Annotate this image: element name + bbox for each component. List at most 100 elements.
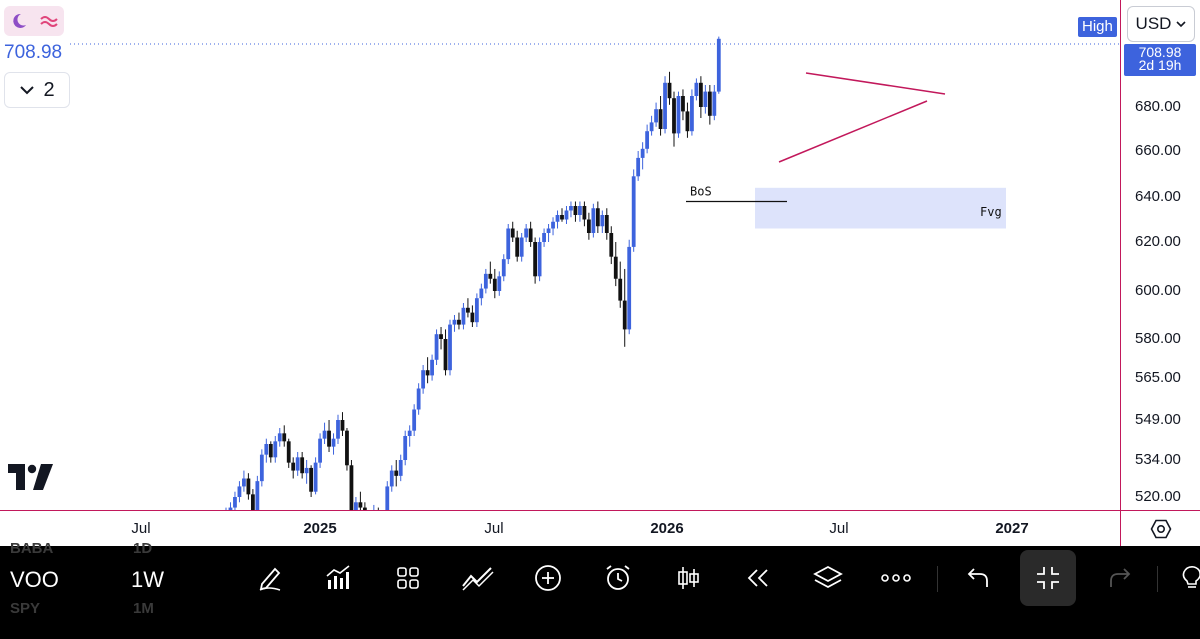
price-tick-label: 680.00 xyxy=(1135,98,1181,115)
candle xyxy=(259,454,264,482)
candle xyxy=(519,237,524,257)
chevron-down-icon xyxy=(20,86,35,95)
candle xyxy=(551,221,555,229)
candle xyxy=(667,82,672,99)
candle xyxy=(286,441,291,463)
candle xyxy=(483,273,488,289)
chart-area[interactable]: BoS Fvg xyxy=(0,0,1120,510)
alert-button[interactable] xyxy=(598,558,638,598)
object-tree-button[interactable] xyxy=(808,558,848,598)
candle xyxy=(618,278,623,301)
candle xyxy=(439,334,443,339)
candle xyxy=(358,502,363,508)
ideas-button[interactable] xyxy=(1172,558,1200,598)
timeframe-picker[interactable]: 1W xyxy=(131,567,164,592)
draw-tool-button[interactable] xyxy=(250,558,290,598)
candle xyxy=(676,96,681,134)
redo-button[interactable] xyxy=(1100,558,1140,598)
candle xyxy=(716,38,721,92)
ghost-symbol-above: BABA xyxy=(10,540,54,557)
moon-toggle-button[interactable] xyxy=(4,6,34,36)
candle xyxy=(457,319,461,325)
time-tick-label: 2026 xyxy=(650,520,684,537)
fvg-zone xyxy=(755,187,1006,229)
toolbar-divider xyxy=(937,566,938,592)
price-tick-label: 600.00 xyxy=(1135,282,1181,299)
more-button[interactable] xyxy=(876,558,916,598)
candle xyxy=(685,111,690,132)
add-button[interactable] xyxy=(528,558,568,598)
candle xyxy=(448,324,452,371)
candle xyxy=(537,242,542,277)
wave-icon xyxy=(40,16,58,27)
candle xyxy=(309,467,314,492)
currency-label: USD xyxy=(1135,14,1172,33)
candle xyxy=(277,433,282,442)
moon-icon xyxy=(13,13,26,28)
time-tick-label: 2025 xyxy=(303,520,337,537)
candle xyxy=(703,91,708,107)
candle xyxy=(304,467,309,474)
candle xyxy=(569,206,573,211)
redo-icon xyxy=(1110,568,1131,587)
triangle-upper-line xyxy=(805,72,946,95)
rewind-icon xyxy=(747,569,768,587)
candle xyxy=(412,409,417,431)
fullscreen-button[interactable] xyxy=(1020,550,1076,606)
indicator-badges xyxy=(4,6,64,36)
tradingview-logo-icon xyxy=(8,464,53,490)
candle xyxy=(470,312,475,323)
candle xyxy=(510,228,515,238)
candle xyxy=(336,420,340,439)
candle xyxy=(362,507,367,510)
candle xyxy=(542,233,546,242)
currency-selector[interactable]: USD xyxy=(1127,6,1195,42)
chart-settings-button[interactable] xyxy=(1120,510,1200,546)
time-tick-label: Jul xyxy=(131,520,151,537)
current-price-tag: 708.98 2d 19h xyxy=(1124,44,1196,76)
last-price: 708.98 xyxy=(4,42,63,63)
toolbar-divider xyxy=(1157,566,1158,592)
layouts-button[interactable] xyxy=(388,558,428,598)
candle xyxy=(488,273,493,279)
candle xyxy=(237,486,242,497)
price-axis[interactable]: 520.00 534.00 549.00 565.00 580.00 600.00 620.… xyxy=(1120,0,1200,510)
candle xyxy=(255,481,260,510)
grid-icon xyxy=(397,567,419,589)
time-tick-label: Jul xyxy=(829,520,849,537)
interval-collapse-button[interactable]: 2 xyxy=(4,72,70,108)
price-tag-countdown: 2d 19h xyxy=(1138,57,1182,73)
candle xyxy=(250,494,255,510)
candle xyxy=(694,82,699,96)
time-axis[interactable]: Jul 2025 Jul 2026 Jul 2027 xyxy=(0,510,1120,546)
candle xyxy=(416,388,421,410)
candle xyxy=(681,96,685,112)
symbol-picker[interactable]: VOO xyxy=(10,567,59,592)
wave-toggle-button[interactable] xyxy=(34,6,64,36)
tradingview-logo[interactable] xyxy=(8,464,54,495)
chevron-down-icon xyxy=(1176,20,1187,27)
candle xyxy=(474,298,479,323)
replay-button[interactable] xyxy=(738,558,778,598)
candle xyxy=(300,457,305,474)
candle xyxy=(479,288,484,299)
price-tick-label: 660.00 xyxy=(1135,142,1181,159)
time-tick-label: 2027 xyxy=(995,520,1029,537)
candle xyxy=(609,233,614,257)
price-chart[interactable]: BoS Fvg xyxy=(0,0,1120,510)
candle xyxy=(631,176,636,247)
candle xyxy=(354,502,358,510)
price-tag-price: 708.98 xyxy=(1138,45,1182,58)
undo-button[interactable] xyxy=(958,558,998,598)
price-tick-label: 580.00 xyxy=(1135,330,1181,347)
indicators-button[interactable] xyxy=(318,558,358,598)
candle xyxy=(560,215,564,220)
candle xyxy=(640,148,645,158)
price-tick-label: 620.00 xyxy=(1135,233,1181,250)
chart-type-button[interactable] xyxy=(668,558,708,598)
price-tick-label: 565.00 xyxy=(1135,369,1181,386)
candle xyxy=(327,430,331,447)
compare-button[interactable] xyxy=(458,558,498,598)
candle xyxy=(282,433,287,442)
price-tick-label: 549.00 xyxy=(1135,411,1181,428)
